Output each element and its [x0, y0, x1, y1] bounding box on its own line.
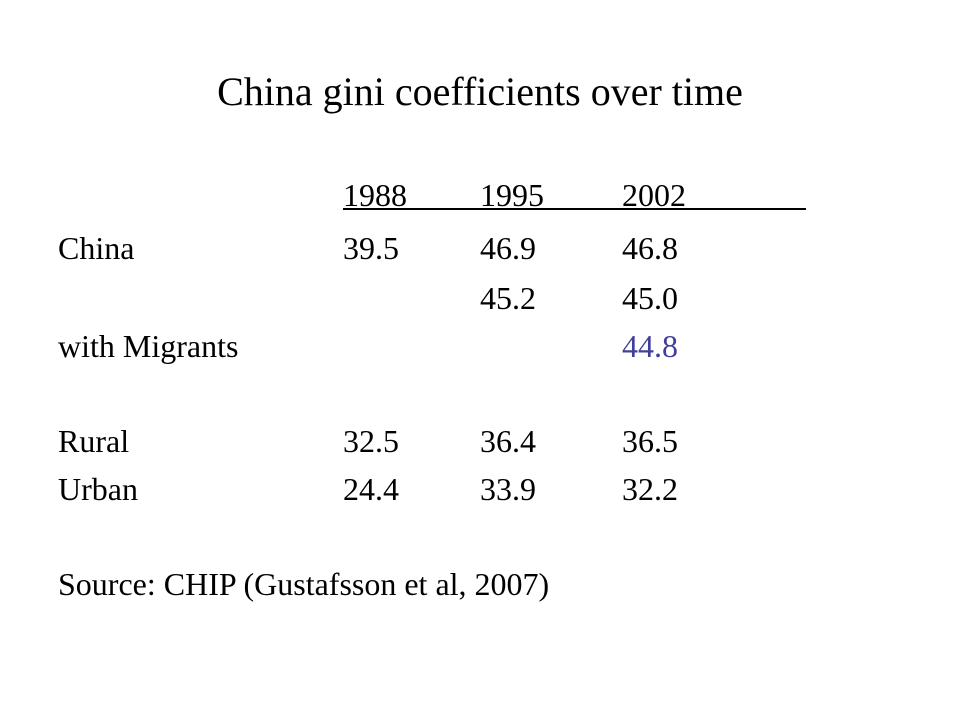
row-label-rural: Rural: [58, 423, 130, 459]
slide-title: China gini coefficients over time: [217, 69, 743, 114]
source-citation: Source: CHIP (Gustafsson et al, 2007): [58, 566, 550, 602]
value-rural-2002: 36.5: [622, 423, 678, 459]
value-china-1995: 46.9: [480, 230, 536, 266]
value-urban-1995: 33.9: [480, 471, 536, 507]
header-underline: [343, 208, 806, 210]
row-label-urban: Urban: [58, 471, 138, 507]
value-alt-1995: 45.2: [480, 280, 536, 316]
value-alt-2002: 45.0: [622, 280, 678, 316]
value-china-1988: 39.5: [343, 230, 399, 266]
value-migrants-2002: 44.8: [622, 328, 678, 364]
value-rural-1988: 32.5: [343, 423, 399, 459]
row-label-china: China: [58, 230, 135, 266]
value-urban-1988: 24.4: [343, 471, 399, 507]
value-china-2002: 46.8: [622, 230, 678, 266]
year-header-1995: 1995: [480, 177, 544, 213]
value-rural-1995: 36.4: [480, 423, 536, 459]
value-urban-2002: 32.2: [622, 471, 678, 507]
row-label-with-migrants: with Migrants: [58, 328, 239, 364]
year-header-1988: 1988: [343, 177, 407, 213]
year-header-2002: 2002: [622, 177, 686, 213]
